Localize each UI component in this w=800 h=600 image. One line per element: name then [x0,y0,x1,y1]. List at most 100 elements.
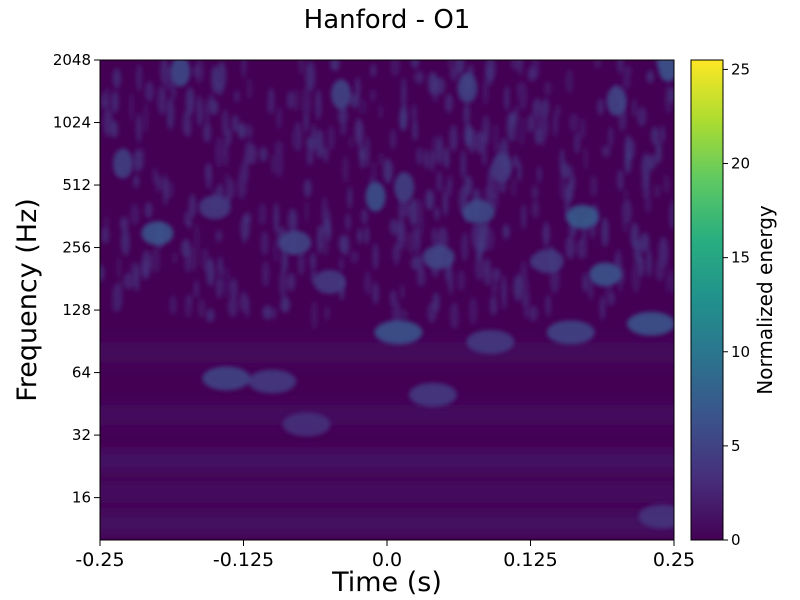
heatmap-speckle [412,119,418,141]
heatmap-speckle [608,126,614,148]
heatmap-speckle [416,268,426,287]
heatmap-speckle [209,99,219,115]
heatmap-speckle [423,149,429,170]
heatmap-speckle [400,309,409,322]
heatmap-speckle [321,196,328,226]
heatmap-speckle [363,226,370,245]
heatmap-speckle [218,256,223,277]
heatmap-speckle [517,116,526,146]
heatmap-speckle [274,148,284,178]
heatmap-speckle [409,198,418,227]
heatmap-speckle [436,171,443,193]
heatmap-speckle [543,81,552,96]
heatmap-speckle [383,158,393,184]
heatmap-blob [365,181,386,212]
heatmap-speckle [169,295,177,315]
heatmap-speckle [246,78,253,99]
heatmap-speckle [444,93,453,113]
x-tick-label: 0.125 [503,549,557,571]
heatmap-speckle [134,262,140,292]
heatmap-speckle [631,98,637,117]
heatmap-speckle [565,235,576,260]
heatmap-speckle [111,294,118,313]
y-tick-label: 64 [72,364,91,382]
heatmap-speckle [262,305,273,320]
heatmap-speckle [139,147,145,170]
heatmap-speckle [513,274,523,301]
heatmap-speckle [249,144,258,165]
heatmap-blob [531,249,564,274]
heatmap-speckle [491,275,499,296]
heatmap-speckle [196,95,203,127]
heatmap-speckle [203,122,212,143]
heatmap-speckle [437,135,444,166]
heatmap-speckle [273,239,279,263]
y-tick-label: 128 [62,301,91,319]
heatmap-speckle [399,108,406,131]
colorbar-label: Normalized energy [753,205,777,395]
heatmap-speckle [559,171,566,201]
heatmap-speckle [298,250,305,276]
heatmap-speckle [528,305,538,322]
heatmap-speckle [111,90,119,114]
heatmap-speckle [493,123,499,155]
heatmap-speckle [348,136,354,149]
heatmap-blob [202,366,251,391]
heatmap-speckle [464,122,473,148]
heatmap-speckle [542,223,551,244]
heatmap-speckle [569,113,579,132]
heatmap-speckle [640,232,650,253]
y-tick-label: 512 [62,176,91,194]
heatmap-speckle [310,300,318,330]
heatmap-speckle [323,146,329,163]
heatmap-speckle [189,247,198,272]
heatmap-speckle [267,96,272,113]
heatmap-speckle [530,109,541,132]
heatmap-speckle [485,228,495,251]
heatmap-speckle [291,129,298,149]
heatmap-speckle [579,117,586,139]
heatmap-speckle [330,60,340,71]
heatmap-speckle [241,60,247,79]
heatmap-speckle [457,269,466,291]
heatmap-speckle [355,120,364,148]
heatmap-speckle [447,180,452,197]
heatmap-speckle [349,93,359,108]
heatmap-speckle [260,230,269,256]
heatmap-speckle [215,136,223,168]
heatmap-speckle [463,102,470,125]
heatmap-blob [408,382,457,407]
heatmap-speckle [537,166,542,183]
heatmap-speckle [216,276,223,299]
heatmap-speckle [655,140,662,164]
heatmap-blob [394,172,415,203]
heatmap-speckle [230,278,238,301]
heatmap-speckle [583,147,588,170]
heatmap-speckle [605,283,613,307]
heatmap-speckle [143,104,149,134]
heatmap-speckle [641,153,651,183]
heatmap-speckle [372,282,379,305]
heatmap-speckle [322,229,330,257]
heatmap-blob [422,245,455,270]
heatmap-speckle [157,85,167,115]
heatmap-speckle [541,116,546,148]
heatmap-speckle [541,98,550,118]
chart-title: Hanford - O1 [304,5,471,35]
heatmap-blob [313,269,346,294]
heatmap-speckle [378,105,383,119]
heatmap-speckle [555,104,562,118]
heatmap-blob [462,199,495,224]
heatmap-speckle [130,203,140,226]
heatmap-speckle [165,65,173,91]
heatmap-speckle [372,243,379,270]
heatmap-speckle [406,230,416,254]
heatmap-speckle [364,270,372,296]
heatmap-speckle [429,149,435,172]
heatmap-speckle [517,60,523,76]
heatmap-blob [112,148,133,179]
colorbar-tick-label: 15 [731,249,750,267]
heatmap-speckle [624,149,632,174]
heatmap-speckle [354,76,361,101]
heatmap-speckle [194,60,205,84]
